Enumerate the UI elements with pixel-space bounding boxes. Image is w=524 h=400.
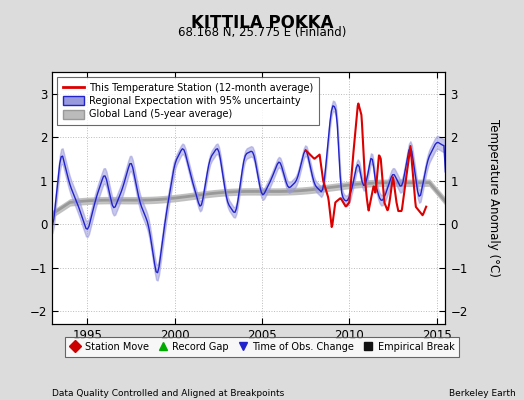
Y-axis label: Temperature Anomaly (°C): Temperature Anomaly (°C) (487, 119, 500, 277)
Text: KITTILA POKKA: KITTILA POKKA (191, 14, 333, 32)
Text: Berkeley Earth: Berkeley Earth (450, 389, 516, 398)
Text: Data Quality Controlled and Aligned at Breakpoints: Data Quality Controlled and Aligned at B… (52, 389, 285, 398)
Legend: This Temperature Station (12-month average), Regional Expectation with 95% uncer: This Temperature Station (12-month avera… (57, 77, 320, 125)
Text: 68.168 N, 25.775 E (Finland): 68.168 N, 25.775 E (Finland) (178, 26, 346, 39)
Legend: Station Move, Record Gap, Time of Obs. Change, Empirical Break: Station Move, Record Gap, Time of Obs. C… (65, 337, 459, 356)
